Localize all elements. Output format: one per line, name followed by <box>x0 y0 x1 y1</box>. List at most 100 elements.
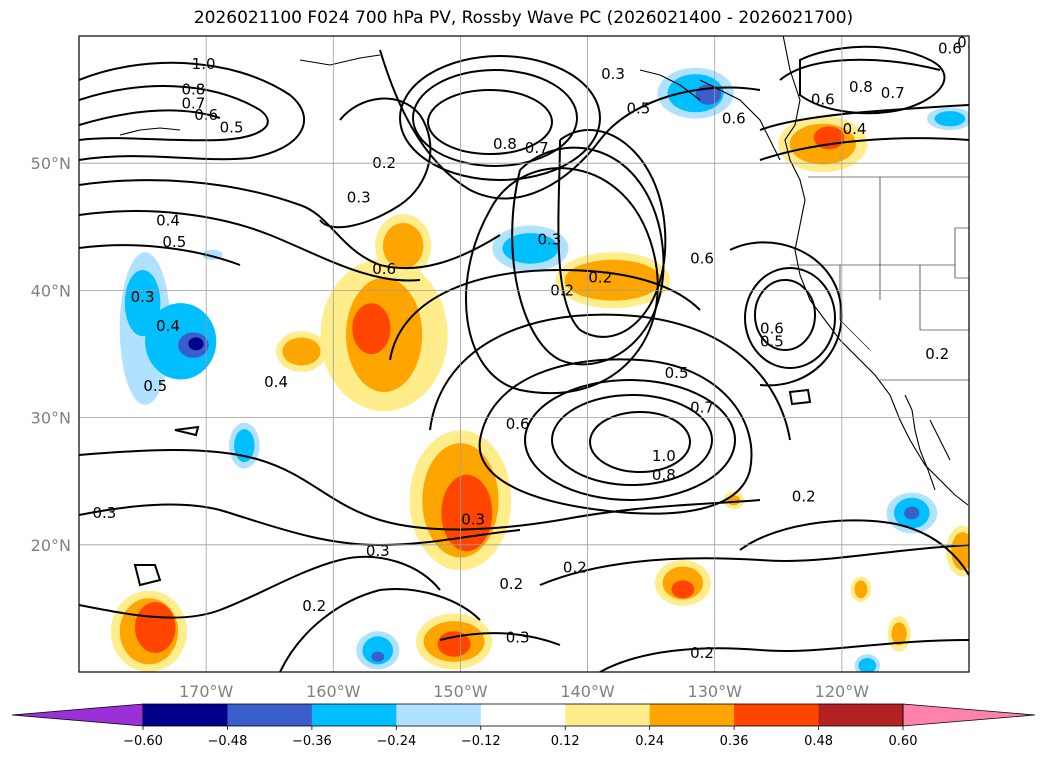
contour-label: 0.4 <box>843 120 867 138</box>
colorbar-segment <box>480 704 566 726</box>
colorbar-segment <box>227 704 313 726</box>
lat-tick-label: 20°N <box>31 536 71 555</box>
lon-tick-label: 140°W <box>560 682 615 701</box>
contour-label: 0.6 <box>690 250 714 268</box>
contour-label: 0.2 <box>925 345 949 363</box>
colorbar-tick-label: −0.48 <box>208 734 248 749</box>
colorbar-tick-label: 0.36 <box>720 734 749 749</box>
contour-label: 1.0 <box>652 447 676 465</box>
lon-tick-labels: 170°W 160°W 150°W 140°W 130°W 120°W <box>179 682 869 701</box>
shading-patch <box>135 602 176 653</box>
contour-label: 0.5 <box>626 100 650 118</box>
shading-patch <box>362 636 394 665</box>
lat-tick-label: 30°N <box>31 409 71 428</box>
shading-patch <box>441 474 493 552</box>
shading-patch <box>382 223 424 269</box>
contour-label: 0.3 <box>601 65 625 83</box>
colorbar-tick-label: 0.24 <box>635 734 664 749</box>
colorbar-tick-label: 0.60 <box>889 734 918 749</box>
contour-label: 0.6 <box>811 91 835 109</box>
contour-label: 0.4 <box>264 373 288 391</box>
contour-label: 0.5 <box>957 33 981 51</box>
lon-tick-label: 120°W <box>815 682 870 701</box>
colorbar-extend-max <box>902 703 1036 727</box>
contour-label: 0.7 <box>181 94 205 112</box>
shading-patch <box>891 622 907 646</box>
contour-label: 0.5 <box>760 332 784 350</box>
shading-patch <box>951 532 969 571</box>
contour-label: 0.3 <box>537 231 561 249</box>
colorbar-segment <box>734 704 820 726</box>
contour-label: 0.6 <box>372 260 396 278</box>
contour-label: 0.5 <box>665 364 689 382</box>
contour-labels: 1.00.80.70.60.50.20.30.8 0.70.30.50.60.60… <box>92 33 981 662</box>
colorbar-segment <box>396 704 482 726</box>
lon-tick-label: 130°W <box>688 682 743 701</box>
colorbar-tick-label: −0.24 <box>376 734 416 749</box>
shading-patch <box>352 303 391 354</box>
colorbar-segment <box>649 704 735 726</box>
colorbar-segment <box>311 704 397 726</box>
colorbar-tick-label: −0.60 <box>123 734 163 749</box>
colorbar-tick-label: −0.12 <box>461 734 501 749</box>
shading-patch <box>282 337 321 366</box>
contour-label: 0.4 <box>156 211 180 229</box>
political-borders <box>790 176 969 381</box>
colorbar-segment <box>143 704 228 726</box>
contour-label: 0.2 <box>588 269 612 287</box>
lat-tick-labels: 20°N 30°N 40°N 50°N <box>31 154 71 555</box>
contour-label: 0.8 <box>493 135 517 153</box>
contour-label: 0.2 <box>690 644 714 662</box>
contour-label: 0.3 <box>506 629 530 647</box>
contour-label: 0.5 <box>220 119 244 137</box>
contour-label: 0.2 <box>563 559 587 577</box>
colorbar: −0.60 −0.48 −0.36 −0.24 −0.12 0.12 0.24 0.36 0.4… <box>11 703 1036 749</box>
contour-label: 0.3 <box>366 542 390 560</box>
colorbar-tick-label: −0.36 <box>292 734 332 749</box>
contour-label: 0.2 <box>302 597 326 615</box>
pv-contours <box>79 45 969 672</box>
colorbar-tick-label: 0.12 <box>551 734 580 749</box>
contour-label: 0.7 <box>881 84 905 102</box>
contour-label: 0.3 <box>347 189 371 207</box>
contour-label: 0.3 <box>92 504 116 522</box>
shading-patch <box>234 429 255 463</box>
contour-label: 0.6 <box>938 40 962 58</box>
contour-label: 1.0 <box>192 55 216 73</box>
contour-label: 0.4 <box>156 317 180 335</box>
shading-patch <box>904 506 920 520</box>
colorbar-outline <box>142 703 904 727</box>
contour-label: 0.6 <box>722 110 746 128</box>
contour-label: 0.3 <box>131 288 155 306</box>
shading-patch <box>371 651 385 662</box>
lat-tick-label: 50°N <box>31 154 71 173</box>
shading-patch <box>934 111 966 127</box>
contour-label: 0.7 <box>525 139 549 157</box>
lon-tick-label: 170°W <box>179 682 234 701</box>
gridlines <box>79 36 969 672</box>
contour-label: 0.5 <box>162 233 186 251</box>
lat-tick-label: 40°N <box>31 281 71 300</box>
shading-patch <box>188 337 204 351</box>
contour-label: 0.2 <box>792 487 816 505</box>
map-frame <box>78 35 970 673</box>
colorbar-extend-min <box>11 703 144 727</box>
contour-label: 0.5 <box>143 377 167 395</box>
shading-patch <box>858 658 877 672</box>
contour-label: 0.6 <box>760 320 784 338</box>
shading-patch <box>124 270 161 337</box>
shading-patch <box>671 580 695 599</box>
contour-label: 0.7 <box>690 398 714 416</box>
shading-patch <box>502 233 559 264</box>
contour-label: 0.3 <box>461 510 485 528</box>
contour-label: 0.8 <box>181 80 205 98</box>
colorbar-segment <box>565 704 651 726</box>
contour-label: 0.8 <box>849 78 873 96</box>
colorbar-segment <box>818 704 904 726</box>
contour-label: 0.2 <box>499 575 523 593</box>
map-title: 2026021100 F024 700 hPa PV, Rossby Wave … <box>193 8 854 28</box>
lon-tick-label: 150°W <box>433 682 488 701</box>
contour-label: 0.8 <box>652 466 676 484</box>
contour-label: 0.6 <box>506 415 530 433</box>
